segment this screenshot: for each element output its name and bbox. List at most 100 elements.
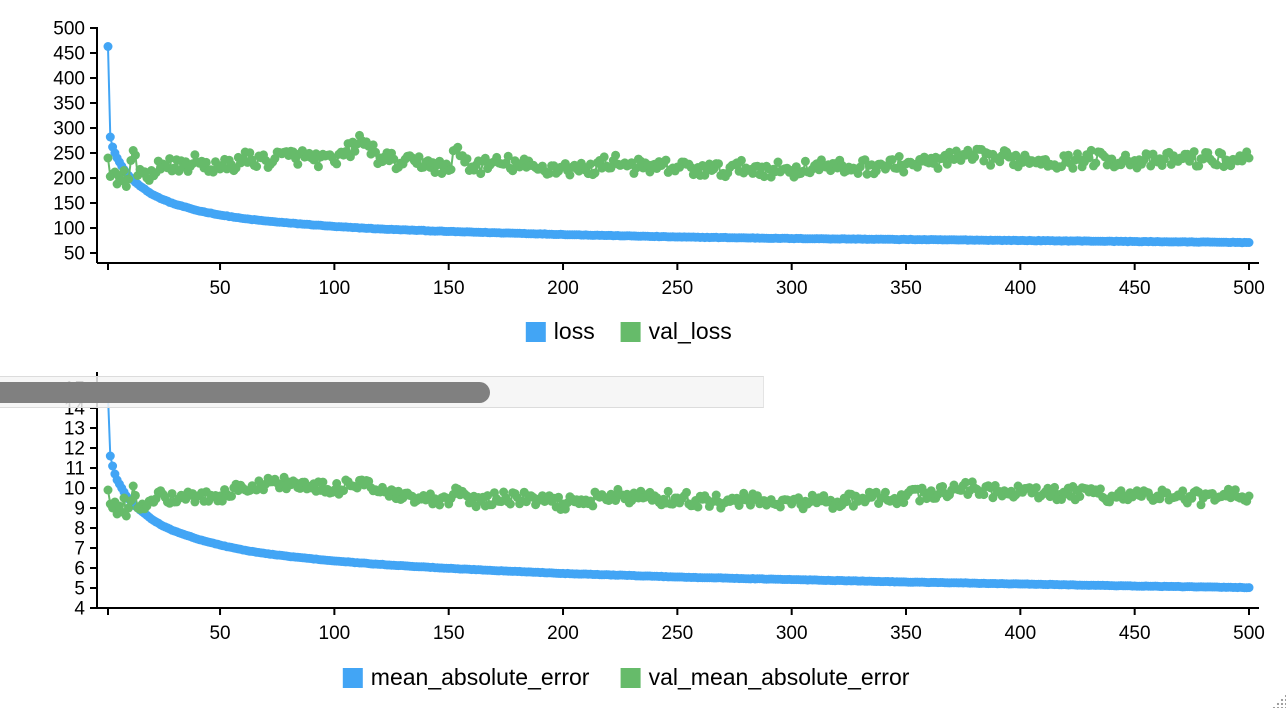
x-tick-label: 350	[890, 623, 922, 644]
y-ticks: 456789101112131415	[64, 379, 97, 620]
legend-label: loss	[554, 318, 595, 344]
series-val_loss	[103, 130, 1254, 191]
y-tick-label: 7	[74, 539, 85, 560]
legend: mean_absolute_error val_mean_absolute_err…	[342, 664, 910, 690]
data-point	[130, 150, 140, 160]
data-point	[503, 151, 513, 161]
data-point	[979, 156, 989, 166]
data-point	[1196, 500, 1206, 510]
data-point	[1086, 145, 1096, 155]
data-point	[1244, 583, 1254, 593]
y-tick-label: 4	[74, 599, 85, 620]
horizontal-scrollbar-thumb[interactable]	[0, 382, 490, 403]
x-ticks: 50 100 150 200 250 300 350 400 450 500	[107, 263, 1265, 299]
x-tick-label: 200	[547, 623, 579, 644]
y-tick-label: 100	[53, 219, 85, 240]
data-point	[1075, 492, 1085, 501]
data-point	[350, 146, 360, 156]
legend-swatch	[342, 668, 363, 688]
data-point	[1217, 149, 1227, 159]
data-point	[217, 496, 227, 506]
data-point	[435, 500, 445, 510]
y-tick-label: 250	[53, 144, 85, 165]
data-point	[121, 511, 131, 521]
data-point	[826, 166, 836, 176]
horizontal-scrollbar-track[interactable]	[0, 376, 764, 408]
data-point	[130, 490, 140, 500]
y-tick-label: 500	[53, 19, 85, 40]
data-point	[842, 497, 852, 507]
data-point	[912, 162, 922, 172]
legend-label: val_mean_absolute_error	[649, 664, 910, 690]
data-point	[1091, 158, 1101, 168]
data-point	[121, 182, 131, 191]
legend-item-loss[interactable]: loss	[525, 318, 595, 344]
data-point	[453, 142, 463, 152]
data-point	[437, 169, 447, 178]
data-point	[800, 156, 810, 166]
x-tick-label: 200	[547, 278, 579, 299]
y-tick-label: 200	[53, 169, 85, 190]
data-point	[313, 162, 323, 172]
x-tick-label: 450	[1119, 623, 1151, 644]
data-point	[1244, 491, 1254, 501]
data-point	[661, 155, 671, 165]
data-point	[1050, 482, 1060, 492]
data-point	[794, 493, 803, 503]
data-point	[979, 490, 989, 500]
loss-chart: 50 100 150 200 250 300 350 400 450 500 50 100 150 200…	[53, 19, 1265, 345]
x-tick-label: 500	[1233, 623, 1265, 644]
x-tick-label: 500	[1233, 278, 1265, 299]
x-tick-label: 400	[1004, 278, 1036, 299]
data-point	[124, 503, 134, 513]
y-tick-label: 50	[64, 244, 85, 265]
data-point	[103, 485, 113, 495]
y-tick-label: 150	[53, 194, 85, 215]
data-point	[588, 501, 598, 511]
legend-swatch	[620, 668, 641, 688]
legend-label: mean_absolute_error	[371, 664, 590, 690]
data-point	[933, 163, 943, 173]
data-point	[1107, 154, 1117, 164]
data-point	[462, 491, 472, 501]
data-point	[926, 486, 936, 496]
data-point	[462, 154, 472, 164]
data-point	[252, 162, 262, 171]
data-point	[631, 163, 641, 173]
data-point	[332, 159, 342, 169]
data-point	[165, 154, 175, 164]
data-point	[894, 152, 904, 161]
mae-chart: 456789101112131415 50 100 150 200 250 300 350 40…	[64, 372, 1265, 690]
data-point	[105, 451, 115, 461]
data-point	[714, 159, 723, 169]
data-point	[554, 492, 563, 502]
data-point	[318, 477, 328, 487]
data-point	[505, 499, 515, 509]
data-point	[389, 154, 399, 164]
data-point	[368, 140, 378, 150]
data-point	[759, 172, 769, 182]
y-tick-label: 400	[53, 69, 85, 90]
data-point	[128, 481, 138, 491]
data-point	[622, 489, 632, 499]
legend-swatch	[525, 322, 546, 342]
data-point	[693, 502, 703, 512]
x-tick-label: 250	[662, 623, 694, 644]
data-point	[986, 160, 996, 170]
data-point	[711, 490, 721, 500]
data-point	[599, 152, 609, 162]
data-point	[933, 490, 943, 499]
y-tick-label: 8	[74, 519, 85, 540]
legend-item-mean_absolute_error[interactable]: mean_absolute_error	[342, 664, 590, 690]
legend-swatch	[620, 322, 641, 342]
x-tick-label: 150	[433, 278, 465, 299]
y-tick-label: 13	[64, 419, 85, 440]
data-point	[167, 489, 177, 499]
legend-item-val_mean_absolute_error[interactable]: val_mean_absolute_error	[620, 664, 910, 690]
legend-item-val_loss[interactable]: val_loss	[620, 318, 732, 344]
data-point	[748, 168, 758, 178]
y-tick-label: 450	[53, 44, 85, 65]
data-point	[791, 162, 801, 172]
y-tick-label: 5	[74, 579, 85, 600]
x-tick-label: 50	[209, 623, 230, 644]
